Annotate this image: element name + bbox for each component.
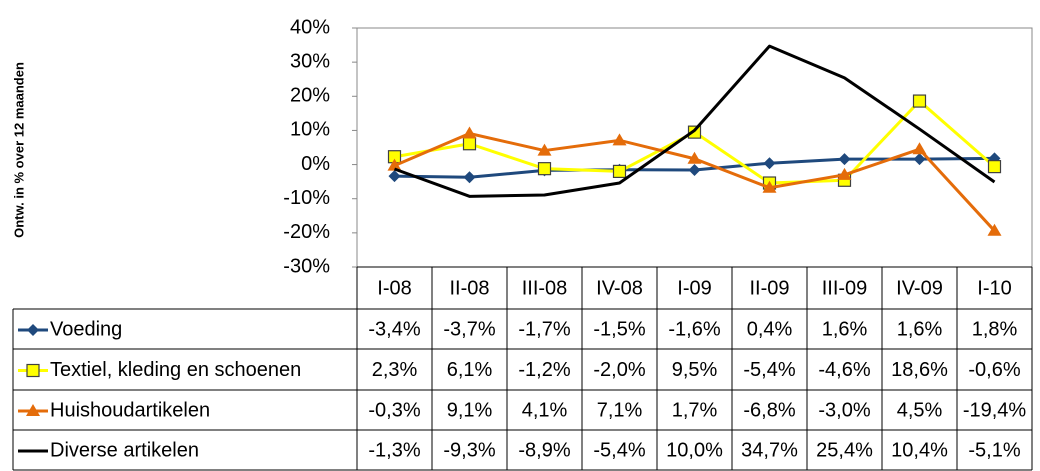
table-value: 7,1% <box>597 399 643 421</box>
table-value: 9,5% <box>672 359 718 381</box>
x-tick-label: II-08 <box>449 277 489 299</box>
y-tick-label: 10% <box>290 119 330 141</box>
marker <box>26 363 40 378</box>
table-value: 1,6% <box>897 318 943 340</box>
table-value: 10,4% <box>891 439 948 461</box>
table-value: -19,4% <box>963 399 1027 421</box>
table-value: 34,7% <box>741 439 798 461</box>
marker <box>687 151 702 164</box>
y-tick-label: -30% <box>283 255 330 277</box>
table-value: 25,4% <box>816 439 873 461</box>
marker <box>987 223 1002 236</box>
marker <box>388 170 401 183</box>
table-value: -3,4% <box>368 318 420 340</box>
marker <box>838 153 851 166</box>
table-value: -8,9% <box>518 439 570 461</box>
table-value: -5,1% <box>968 439 1020 461</box>
table-value: 6,1% <box>447 359 493 381</box>
marker <box>612 164 627 178</box>
table-value: -9,3% <box>443 439 495 461</box>
table-value: -1,6% <box>668 318 720 340</box>
plot-frame <box>356 27 1033 268</box>
table-value: 10,0% <box>666 439 723 461</box>
table-value: -1,5% <box>593 318 645 340</box>
legend-label: Huishoudartikelen <box>50 399 210 421</box>
marker <box>912 94 927 108</box>
y-axis-label: Ontw. in % over 12 maanden <box>11 62 26 238</box>
legend-label: Voeding <box>50 318 122 340</box>
marker <box>688 164 701 177</box>
y-tick-label: -10% <box>283 187 330 209</box>
marker <box>537 143 552 156</box>
table-value: 1,6% <box>822 318 868 340</box>
marker <box>763 157 776 170</box>
legend-label: Diverse artikelen <box>50 439 199 461</box>
table-value: 4,1% <box>522 399 568 421</box>
marker <box>912 142 927 155</box>
marker <box>387 158 402 171</box>
x-tick-label: IV-08 <box>596 277 643 299</box>
table-value: 18,6% <box>891 359 948 381</box>
table-value: 1,8% <box>972 318 1018 340</box>
marker <box>837 167 852 180</box>
marker <box>762 180 777 193</box>
table-value: -0,3% <box>368 399 420 421</box>
x-tick-label: I-09 <box>677 277 711 299</box>
y-tick-label: 20% <box>290 85 330 107</box>
marker <box>612 133 627 146</box>
series-line <box>393 44 996 198</box>
marker <box>987 160 1002 174</box>
x-tick-label: I-08 <box>377 277 411 299</box>
table-value: -1,2% <box>518 359 570 381</box>
table-value: -6,8% <box>743 399 795 421</box>
table-value: -0,6% <box>968 359 1020 381</box>
x-tick-label: IV-09 <box>896 277 943 299</box>
marker <box>26 404 40 416</box>
marker <box>462 126 477 139</box>
table-value: -2,0% <box>593 359 645 381</box>
x-tick-label: II-09 <box>749 277 789 299</box>
x-tick-label: III-09 <box>822 277 868 299</box>
marker <box>537 162 552 176</box>
y-tick-label: 0% <box>301 153 330 175</box>
x-tick-label: III-08 <box>522 277 568 299</box>
x-tick-label: I-10 <box>977 277 1011 299</box>
marker <box>463 171 476 184</box>
marker <box>913 153 926 166</box>
table-value: -3,0% <box>818 399 870 421</box>
y-tick-label: 40% <box>290 16 330 38</box>
table-value: -1,3% <box>368 439 420 461</box>
table-value: 1,7% <box>672 399 718 421</box>
table-value: 2,3% <box>372 359 418 381</box>
table-value: 9,1% <box>447 399 493 421</box>
table-value: -3,7% <box>443 318 495 340</box>
y-tick-label: 30% <box>290 50 330 72</box>
y-tick-label: -20% <box>283 221 330 243</box>
table-value: -5,4% <box>743 359 795 381</box>
table-value: -1,7% <box>518 318 570 340</box>
marker <box>462 137 477 151</box>
table-value: 0,4% <box>747 318 793 340</box>
table-value: -4,6% <box>818 359 870 381</box>
legend-label: Textiel, kleding en schoenen <box>50 359 301 381</box>
marker <box>27 324 39 336</box>
table-value: -5,4% <box>593 439 645 461</box>
table-value: 4,5% <box>897 399 943 421</box>
